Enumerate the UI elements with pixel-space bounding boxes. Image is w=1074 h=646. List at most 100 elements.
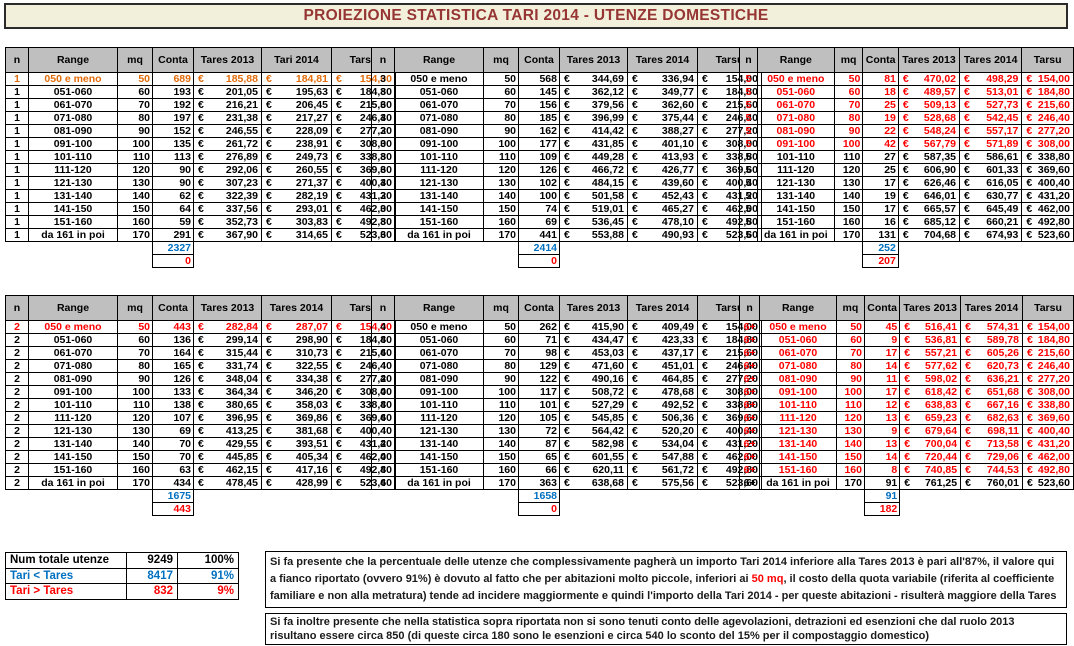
cell-t2014[interactable]: €660,21: [959, 215, 1023, 229]
cell-t2014[interactable]: €439,60: [627, 176, 698, 190]
cell-mq[interactable]: 80: [833, 111, 864, 125]
cell-t2014[interactable]: €362,60: [627, 98, 698, 112]
column-header[interactable]: Tares 2014: [627, 295, 698, 321]
cell-conta[interactable]: 192: [152, 98, 194, 112]
cell-conta[interactable]: 90: [152, 163, 194, 177]
cell-range[interactable]: 141-150: [394, 202, 484, 216]
cell-t2013[interactable]: €462,15: [193, 463, 262, 477]
cell-mq[interactable]: 160: [835, 463, 866, 477]
cell-t2014[interactable]: €426,77: [627, 163, 698, 177]
column-header[interactable]: Range: [28, 295, 118, 321]
column-header[interactable]: Conta: [863, 295, 901, 321]
cell-t2014[interactable]: €238,91: [261, 137, 332, 151]
cell-conta[interactable]: 177: [518, 137, 560, 151]
cell-t2014[interactable]: €729,06: [960, 450, 1023, 464]
cell-mq[interactable]: 130: [117, 176, 153, 190]
cell-n[interactable]: 3: [371, 176, 395, 190]
summary-percent[interactable]: 9%: [177, 583, 239, 600]
cell-range[interactable]: 081-090: [759, 372, 837, 386]
cell-range[interactable]: 061-070: [28, 346, 118, 360]
cell-n[interactable]: 3: [371, 72, 395, 86]
cell-range[interactable]: 050 e meno: [28, 72, 118, 86]
cell-mq[interactable]: 130: [117, 424, 153, 438]
cell-t2013[interactable]: €516,41: [899, 320, 962, 334]
cell-mq[interactable]: 170: [833, 228, 864, 242]
cell-n[interactable]: 5: [739, 189, 758, 203]
cell-mq[interactable]: 50: [117, 320, 153, 334]
cell-mq[interactable]: 70: [117, 346, 153, 360]
cell-t2013[interactable]: €362,12: [559, 85, 628, 99]
cell-t2013[interactable]: €720,44: [899, 450, 962, 464]
cell-mq[interactable]: 50: [483, 72, 519, 86]
cell-conta[interactable]: 262: [518, 320, 560, 334]
cell-conta[interactable]: 17: [862, 202, 899, 216]
cell-mq[interactable]: 150: [117, 202, 153, 216]
cell-t2014[interactable]: €260,55: [261, 163, 332, 177]
cell-conta[interactable]: 14: [863, 359, 901, 373]
cell-conta[interactable]: 434: [152, 476, 194, 490]
cell-conta[interactable]: 122: [518, 372, 560, 386]
cell-mq[interactable]: 70: [835, 346, 866, 360]
cell-n[interactable]: 3: [371, 85, 395, 99]
cell-n[interactable]: 4: [371, 398, 395, 412]
cell-mq[interactable]: 70: [833, 98, 864, 112]
cell-t2013[interactable]: €449,28: [559, 150, 628, 164]
cell-range[interactable]: 101-110: [394, 150, 484, 164]
cell-t2014[interactable]: €760,01: [960, 476, 1023, 490]
column-header[interactable]: Tares 2014: [960, 295, 1023, 321]
cell-t2014[interactable]: €616,05: [959, 176, 1023, 190]
cell-tarsu[interactable]: €215,60: [1021, 346, 1074, 360]
cell-n[interactable]: 2: [5, 463, 29, 477]
cell-range[interactable]: 050 e meno: [28, 320, 118, 334]
cell-range[interactable]: da 161 in poi: [394, 476, 484, 490]
cell-conta[interactable]: 113: [152, 150, 194, 164]
total-count-blue[interactable]: 2414: [518, 241, 560, 255]
cell-mq[interactable]: 60: [483, 333, 519, 347]
cell-range[interactable]: 131-140: [756, 189, 835, 203]
cell-n[interactable]: 6+: [738, 476, 761, 490]
cell-range[interactable]: 111-120: [756, 163, 835, 177]
cell-tarsu[interactable]: €277,20: [1021, 372, 1074, 386]
cell-t2013[interactable]: €536,45: [559, 215, 628, 229]
cell-mq[interactable]: 170: [117, 476, 153, 490]
cell-mq[interactable]: 60: [833, 85, 864, 99]
cell-conta[interactable]: 98: [518, 346, 560, 360]
cell-t2013[interactable]: €445,85: [193, 450, 262, 464]
total-count-red[interactable]: 0: [152, 254, 194, 268]
cell-n[interactable]: 6+: [738, 385, 761, 399]
cell-range[interactable]: 091-100: [756, 137, 835, 151]
cell-n[interactable]: 3: [371, 163, 395, 177]
cell-conta[interactable]: 363: [518, 476, 560, 490]
cell-t2013[interactable]: €367,90: [193, 228, 262, 242]
total-count-red[interactable]: 0: [518, 254, 560, 268]
cell-conta[interactable]: 74: [518, 202, 560, 216]
cell-t2013[interactable]: €380,65: [193, 398, 262, 412]
cell-mq[interactable]: 110: [483, 398, 519, 412]
cell-t2013[interactable]: €331,74: [193, 359, 262, 373]
cell-t2014[interactable]: €561,72: [627, 463, 698, 477]
cell-t2014[interactable]: €513,01: [959, 85, 1023, 99]
cell-t2014[interactable]: €571,89: [959, 137, 1023, 151]
cell-range[interactable]: 081-090: [394, 372, 484, 386]
cell-conta[interactable]: 27: [862, 150, 899, 164]
cell-mq[interactable]: 110: [483, 150, 519, 164]
cell-range[interactable]: 061-070: [394, 98, 484, 112]
cell-t2013[interactable]: €322,39: [193, 189, 262, 203]
cell-t2013[interactable]: €577,62: [899, 359, 962, 373]
cell-t2013[interactable]: €501,58: [559, 189, 628, 203]
cell-mq[interactable]: 140: [833, 189, 864, 203]
cell-t2014[interactable]: €195,63: [261, 85, 332, 99]
cell-t2014[interactable]: €713,58: [960, 437, 1023, 451]
cell-conta[interactable]: 17: [863, 385, 901, 399]
column-header[interactable]: Tarsu: [1021, 47, 1074, 73]
cell-conta[interactable]: 11: [863, 372, 901, 386]
cell-t2013[interactable]: €201,05: [193, 85, 262, 99]
cell-n[interactable]: 2: [5, 398, 29, 412]
cell-mq[interactable]: 90: [483, 124, 519, 138]
cell-t2013[interactable]: €638,83: [899, 398, 962, 412]
cell-range[interactable]: da 161 in poi: [28, 476, 118, 490]
cell-t2013[interactable]: €638,68: [559, 476, 628, 490]
cell-mq[interactable]: 90: [833, 124, 864, 138]
cell-t2014[interactable]: €630,77: [959, 189, 1023, 203]
cell-tarsu[interactable]: €400,40: [1021, 424, 1074, 438]
